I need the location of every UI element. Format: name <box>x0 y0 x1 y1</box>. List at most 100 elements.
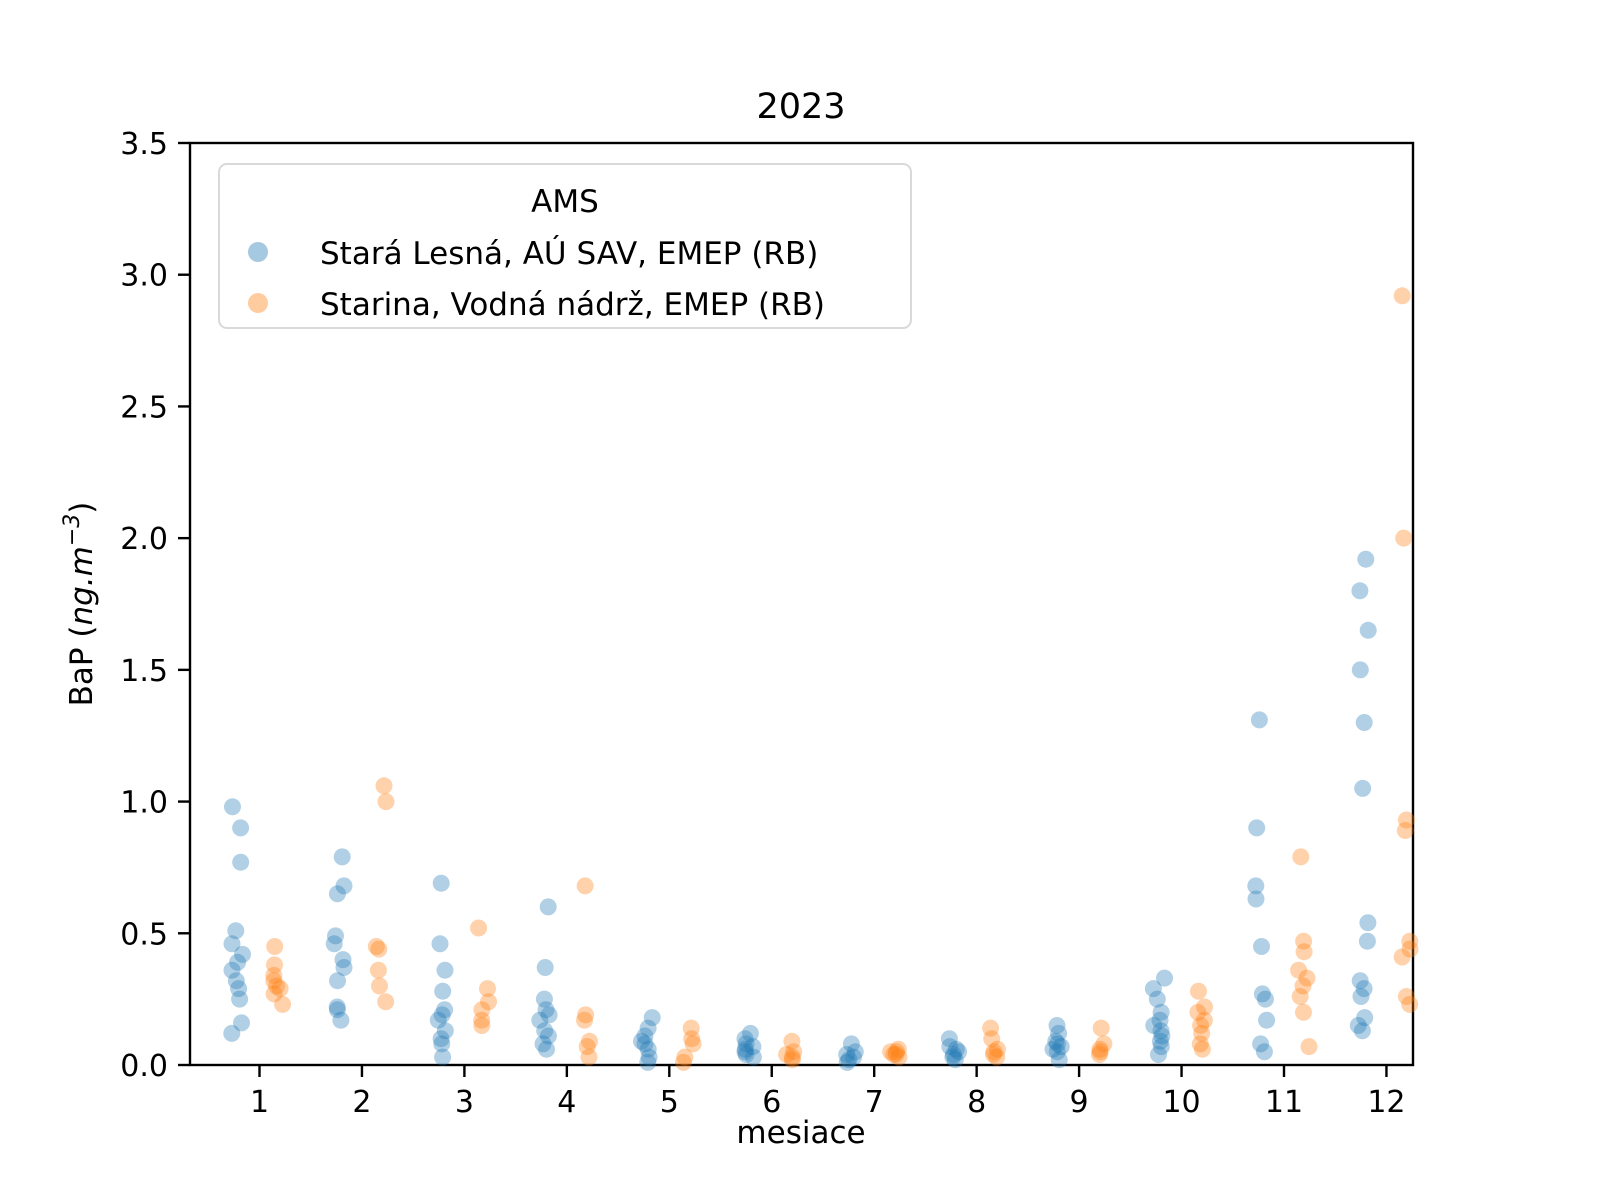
data-point <box>470 919 488 937</box>
data-point <box>1152 1003 1170 1021</box>
data-point <box>433 1006 451 1024</box>
data-point <box>737 1035 755 1053</box>
data-point <box>778 1046 796 1063</box>
data-point <box>234 945 251 963</box>
data-point <box>1247 890 1265 908</box>
data-point <box>432 874 450 892</box>
data-point <box>736 1043 754 1061</box>
data-point <box>736 1030 754 1048</box>
data-point <box>1292 848 1310 866</box>
x-tick-label: 1 <box>250 1085 269 1120</box>
data-point <box>1052 1038 1070 1056</box>
data-point <box>1193 1040 1211 1058</box>
data-point <box>328 1001 346 1019</box>
x-axis-label: mesiace <box>736 1115 865 1151</box>
data-point <box>1294 977 1312 995</box>
data-point <box>1358 932 1376 950</box>
data-point <box>223 935 241 953</box>
x-tick-label: 10 <box>1162 1085 1200 1120</box>
data-point <box>436 1022 454 1040</box>
x-tick-label: 2 <box>352 1085 371 1120</box>
data-point <box>882 1043 900 1061</box>
data-point <box>842 1035 860 1053</box>
data-point <box>370 940 388 958</box>
data-point <box>1250 711 1268 729</box>
data-point <box>1401 932 1419 950</box>
data-point <box>1192 1017 1210 1034</box>
data-point <box>1295 932 1313 950</box>
data-point <box>580 1048 598 1066</box>
data-point <box>531 1011 549 1029</box>
data-point <box>537 1001 555 1019</box>
data-point <box>639 1053 657 1071</box>
data-point <box>633 1032 650 1050</box>
x-tick-label: 9 <box>1070 1085 1089 1120</box>
data-point <box>335 959 353 976</box>
data-point <box>1353 1022 1371 1040</box>
data-point <box>1044 1040 1062 1058</box>
data-point <box>982 1019 1000 1037</box>
data-point <box>1091 1043 1109 1061</box>
data-point <box>785 1043 803 1061</box>
data-point <box>1196 998 1213 1016</box>
data-point <box>639 1019 657 1037</box>
data-point <box>335 877 353 895</box>
data-point <box>231 990 249 1008</box>
data-point <box>783 1048 801 1066</box>
data-point <box>375 777 393 795</box>
data-point <box>1047 1032 1065 1050</box>
data-point <box>1351 661 1369 679</box>
data-point <box>265 985 283 1003</box>
data-point <box>367 938 385 955</box>
data-point <box>224 798 241 816</box>
data-point <box>989 1040 1006 1058</box>
data-point <box>1359 621 1377 639</box>
data-point <box>683 1030 701 1048</box>
legend-entry-label: Starina, Vodná nádrž, EMEP (RB) <box>320 287 825 323</box>
x-tick-label: 11 <box>1265 1085 1303 1120</box>
data-point <box>1356 1009 1374 1027</box>
data-point <box>1049 1035 1066 1053</box>
data-point <box>636 1035 654 1053</box>
data-point <box>684 1035 702 1053</box>
y-axis-label-exponent: −3 <box>60 514 85 546</box>
data-point <box>889 1040 907 1058</box>
data-point <box>1148 990 1166 1008</box>
data-point <box>266 938 284 955</box>
data-point <box>1048 1017 1066 1034</box>
data-point <box>1189 1003 1207 1021</box>
data-point <box>230 980 248 998</box>
data-point <box>539 898 557 916</box>
y-tick-label: 1.5 <box>120 654 168 689</box>
data-point <box>1401 940 1419 958</box>
data-point <box>890 1048 908 1066</box>
y-axis-label-close: ) <box>64 502 100 514</box>
data-point <box>1298 969 1316 987</box>
data-point <box>940 1030 958 1048</box>
data-point <box>1349 1017 1367 1034</box>
data-point <box>783 1051 801 1069</box>
data-point <box>334 951 352 969</box>
data-point <box>1050 1024 1068 1042</box>
data-point <box>1153 1027 1171 1045</box>
data-point <box>1091 1046 1108 1063</box>
x-tick-label: 6 <box>762 1085 781 1120</box>
x-tick-label: 7 <box>865 1085 884 1120</box>
data-point <box>1248 819 1266 837</box>
data-point <box>434 1048 452 1066</box>
data-point <box>985 1046 1002 1063</box>
data-point <box>1152 1038 1170 1056</box>
y-axis-label-unit: ng.m <box>64 546 100 625</box>
data-point <box>538 1040 555 1058</box>
data-point <box>887 1046 905 1063</box>
y-tick-label: 0.0 <box>120 1049 168 1084</box>
data-point <box>536 1022 554 1040</box>
data-point <box>887 1043 905 1061</box>
data-point <box>783 1032 801 1050</box>
data-point <box>266 956 283 974</box>
data-point <box>682 1019 700 1037</box>
data-point <box>229 953 247 971</box>
data-point <box>377 793 395 811</box>
data-point <box>639 1040 657 1058</box>
